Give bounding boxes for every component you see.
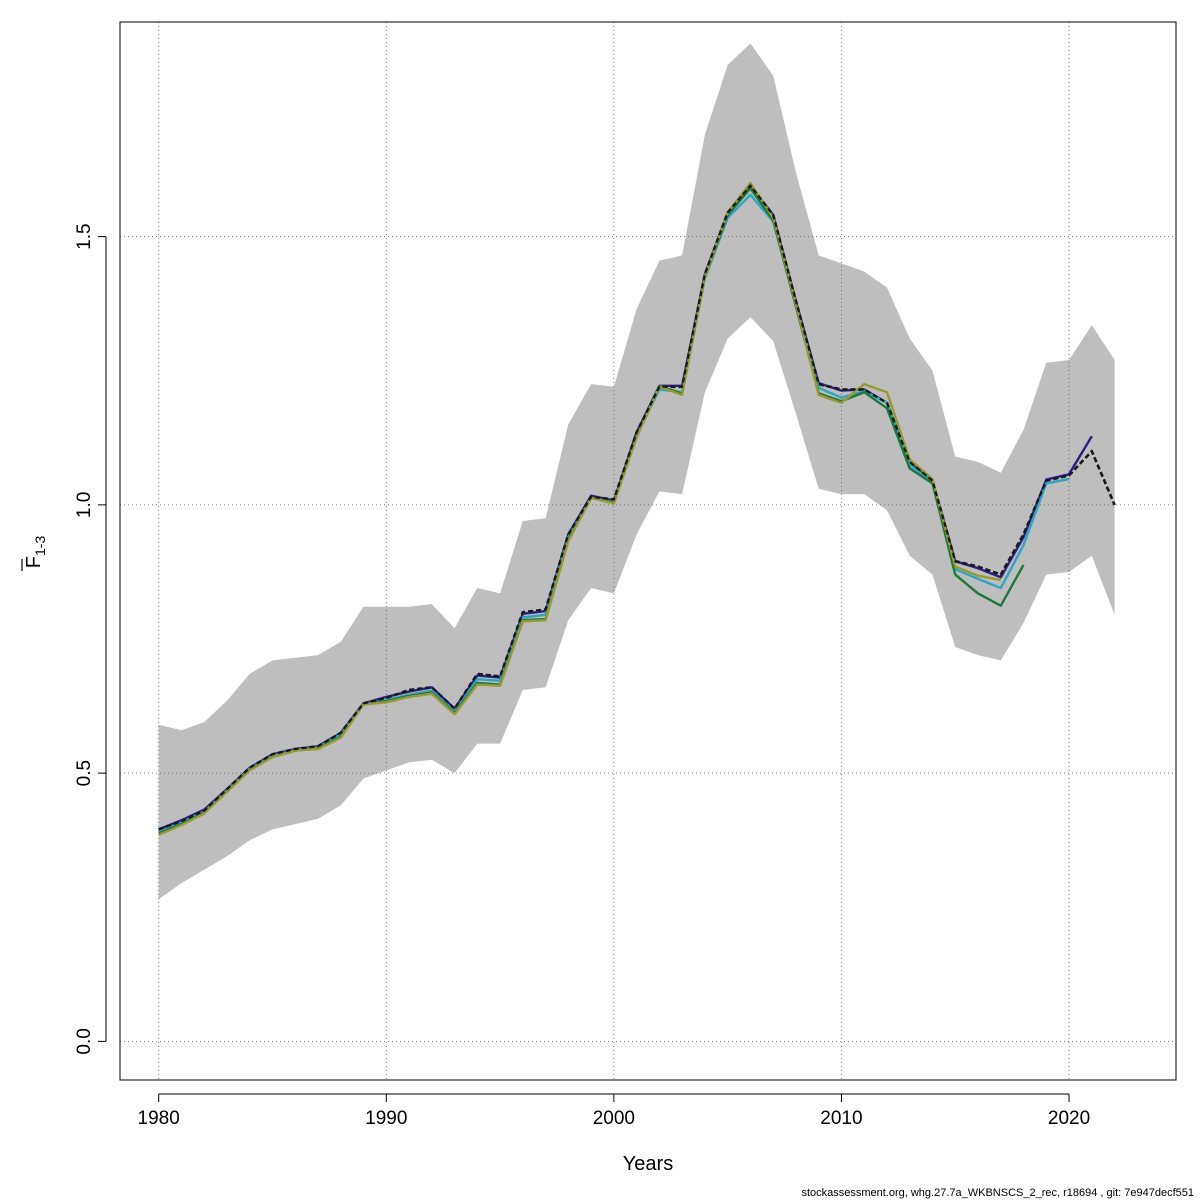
x-axis-label: Years	[623, 1153, 673, 1175]
y-tick-label: 1.5	[74, 223, 95, 249]
x-tick-label: 1990	[365, 1108, 407, 1129]
y-axis-label: F1-3	[21, 536, 48, 571]
y-tick-label: 0.5	[74, 760, 95, 786]
y-axis-label-sub: 1-3	[32, 536, 48, 556]
svg-text:F1-3: F1-3	[23, 536, 48, 569]
series-line-reference	[158, 183, 1116, 831]
series-line-5	[158, 181, 1002, 836]
footer-text: stockassessment.org, whg.27.7a_WKBNSCS_2…	[801, 1187, 1194, 1199]
y-axis-label-main: F	[23, 556, 45, 568]
x-tick-label: 2010	[820, 1108, 862, 1129]
plot-frame	[119, 21, 1177, 1081]
confidence-band	[158, 43, 1115, 900]
x-tick-label: 2000	[593, 1108, 635, 1129]
y-tick-label: 0.0	[74, 1028, 95, 1054]
grid-layer	[120, 22, 1176, 1080]
x-tick-label: 2020	[1048, 1108, 1090, 1129]
series-layer	[158, 181, 1116, 836]
x-tick-label: 1980	[138, 1108, 180, 1129]
confidence-band-layer	[158, 43, 1115, 900]
axis-layer: 1980 1990 2000 2010 2020 0.0 0.5 1.0 1.5	[74, 223, 1090, 1129]
y-tick-label: 1.0	[74, 492, 95, 518]
